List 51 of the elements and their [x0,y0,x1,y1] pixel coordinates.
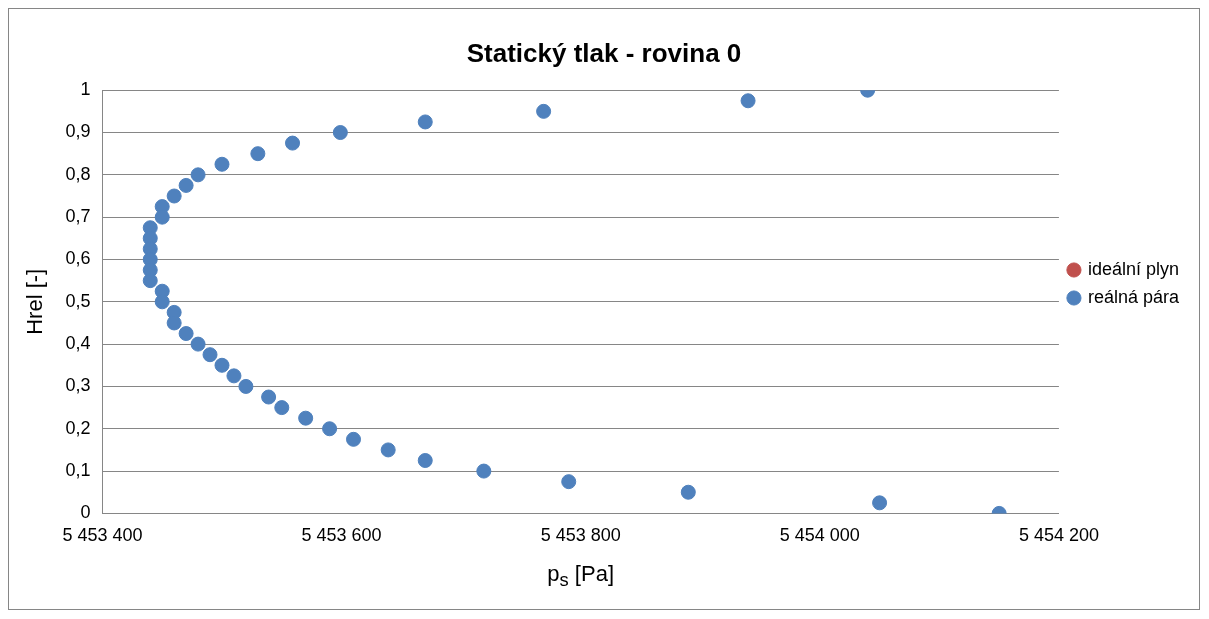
chart-title: Statický tlak - rovina 0 [466,37,742,68]
x-tick-label: 5 453 800 [540,525,621,546]
x-tick-label: 5 453 600 [301,525,382,546]
x-tick-label: 5 454 200 [1018,525,1099,546]
point [274,400,290,416]
point [202,347,218,363]
point [166,188,182,204]
legend-label: ideální plyn [1087,258,1180,279]
x-axis-title: p$_{s}$ [Pa] [547,561,615,592]
point [680,484,696,500]
x-tick-label: 5 453 400 [62,525,143,546]
legend-label: reálná pára [1087,286,1180,307]
point [346,431,362,447]
point [380,442,396,458]
y-tick-label: 0,9 [65,121,91,142]
x-tick-label: 5 454 000 [779,525,860,546]
point [261,389,277,405]
point [872,495,888,511]
point [476,463,492,479]
point [417,453,433,468]
point [190,167,206,183]
y-tick-label: 0,5 [65,290,91,311]
y-tick-label: 0,8 [65,163,91,184]
point [178,326,194,342]
point [322,421,338,437]
y-tick-label: 0,2 [65,417,91,438]
point [250,146,266,162]
point [166,315,182,331]
point [417,114,433,130]
point [238,378,254,394]
point [536,103,552,119]
point [332,125,348,141]
point [226,368,242,384]
y-tick-label: 1 [80,79,91,100]
point [561,474,577,490]
point [178,177,194,193]
point [142,273,158,289]
point [285,135,301,151]
y-tick-label: 0 [80,502,91,523]
y-tick-label: 0,1 [65,460,91,481]
y-tick-label: 0,7 [65,206,91,227]
y-tick-label: 0,3 [65,375,91,396]
point [154,294,170,310]
point [298,410,314,426]
point [190,336,206,352]
y-axis-title: Hrel [-] [22,268,48,335]
point [740,93,756,109]
y-tick-label: 0,6 [65,248,91,269]
point [214,357,230,373]
y-tick-label: 0,4 [65,333,91,354]
point [214,156,230,172]
